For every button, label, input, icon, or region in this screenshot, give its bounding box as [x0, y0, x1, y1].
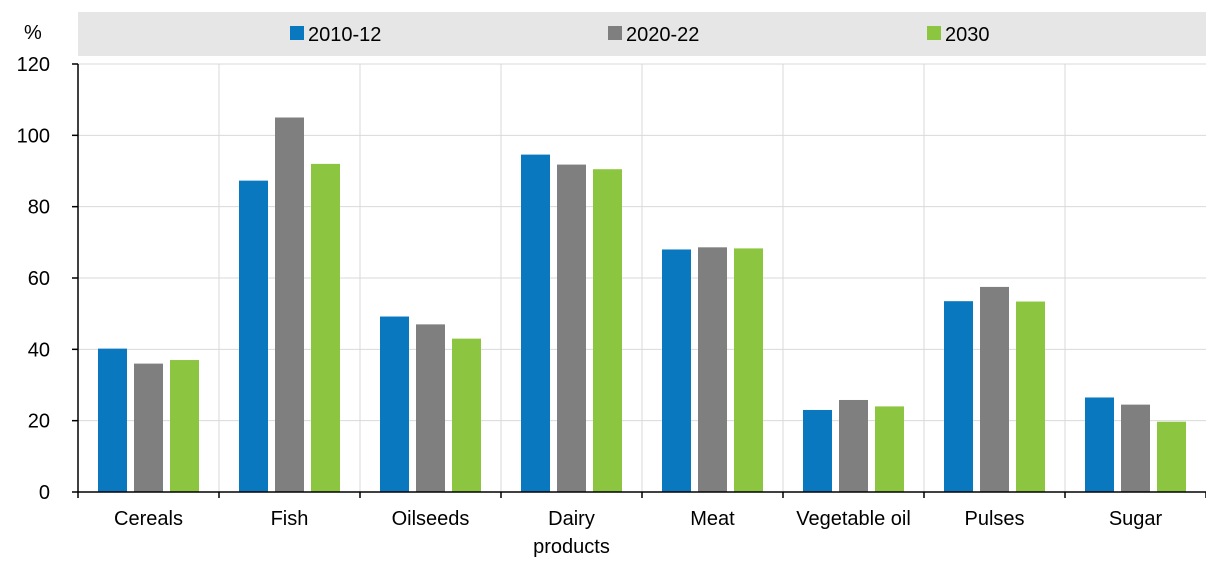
- bar-2010-12: [944, 301, 973, 492]
- y-tick-label: 20: [28, 411, 50, 433]
- x-category-label: Pulses: [964, 508, 1024, 530]
- bar-2010-12: [803, 409, 832, 492]
- bar-2030: [1157, 421, 1186, 492]
- x-category-label: Meat: [690, 508, 735, 530]
- legend-label-2020-22: 2020-22: [626, 24, 699, 46]
- y-tick-label: 100: [17, 125, 50, 147]
- x-category-label: Dairy products: [533, 508, 610, 558]
- bar-2020-22: [839, 399, 868, 492]
- bars: [98, 117, 1186, 493]
- bar-2010-12: [239, 180, 268, 492]
- bar-2010-12: [380, 316, 409, 492]
- legend-label-2030: 2030: [945, 24, 990, 46]
- bar-2020-22: [275, 117, 304, 492]
- y-tick-label: 40: [28, 339, 50, 361]
- x-category-label: Vegetable oil: [796, 508, 911, 530]
- bar-2020-22: [134, 363, 163, 492]
- bar-2010-12: [662, 249, 691, 492]
- legend-swatch-2030: [927, 26, 941, 40]
- bar-2030: [452, 338, 481, 492]
- x-category-label: Oilseeds: [392, 508, 470, 530]
- y-tick-label: 120: [17, 54, 50, 76]
- x-category-labels: Cereals Fish Oilseeds Dairy products Meat Vege…: [114, 508, 1162, 558]
- bar-2010-12: [98, 348, 127, 492]
- y-unit-label: %: [24, 22, 42, 44]
- y-tick-label: 0: [39, 482, 50, 504]
- x-category-label: Cereals: [114, 508, 183, 530]
- bar-2030: [593, 169, 622, 492]
- bar-2010-12: [521, 154, 550, 493]
- legend-swatch-2010-12: [290, 26, 304, 40]
- x-category-label: Fish: [271, 508, 309, 530]
- y-tick-label: 60: [28, 268, 50, 290]
- bar-2020-22: [698, 247, 727, 492]
- bar-2030: [311, 163, 340, 492]
- bar-2030: [170, 360, 199, 492]
- bar-2030: [1016, 301, 1045, 492]
- bar-2030: [875, 406, 904, 492]
- legend-label-2010-12: 2010-12: [308, 24, 381, 46]
- y-tick-label: 80: [28, 197, 50, 219]
- bar-2030: [734, 248, 763, 492]
- bar-2020-22: [1121, 404, 1150, 492]
- bar-2020-22: [980, 286, 1009, 492]
- legend-band: [78, 12, 1206, 56]
- bar-2020-22: [557, 164, 586, 492]
- legend: 2010-12 2020-22 2030: [290, 24, 990, 46]
- bar-2010-12: [1085, 397, 1114, 492]
- legend-swatch-2020-22: [608, 26, 622, 40]
- x-category-label: Sugar: [1109, 508, 1163, 530]
- y-tick-labels: 0 20 40 60 80 100 120: [17, 54, 50, 504]
- bar-2020-22: [416, 324, 445, 492]
- axes: [72, 63, 1206, 498]
